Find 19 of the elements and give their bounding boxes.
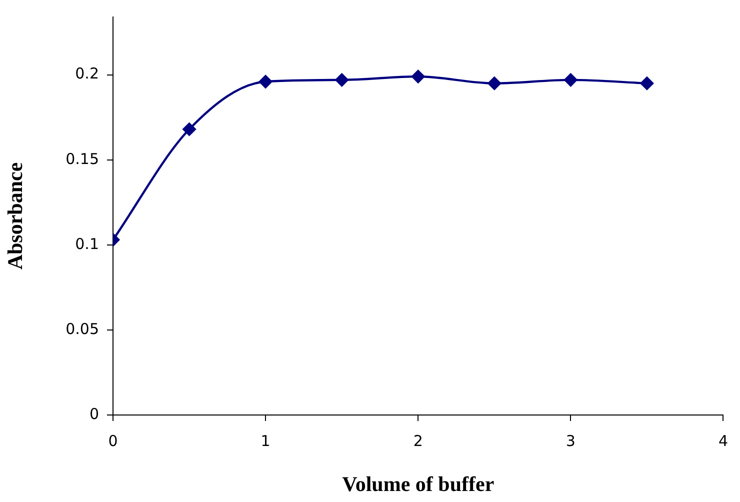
point <box>640 76 654 90</box>
point <box>182 122 196 136</box>
point <box>258 75 272 88</box>
point <box>412 70 425 84</box>
x-tick-label: 1 <box>260 432 270 450</box>
x-tick-label: 4 <box>718 432 728 450</box>
y-tick-label: 0.2 <box>75 64 99 83</box>
x-axis-title: Volume of buffer <box>342 472 494 496</box>
point <box>335 73 348 87</box>
point <box>488 76 501 90</box>
y-tick-label: 0.1 <box>75 234 99 253</box>
y-axis-title: Absorbance <box>3 162 28 270</box>
x-tick-label: 3 <box>566 432 576 450</box>
y-tick-label: 0.15 <box>66 150 99 168</box>
y-tick-label: 0 <box>89 404 99 423</box>
point <box>564 73 578 87</box>
x-tick-label: 0 <box>108 432 118 450</box>
x-tick-label: 2 <box>413 432 423 450</box>
y-tick-label: 0.05 <box>66 320 99 338</box>
